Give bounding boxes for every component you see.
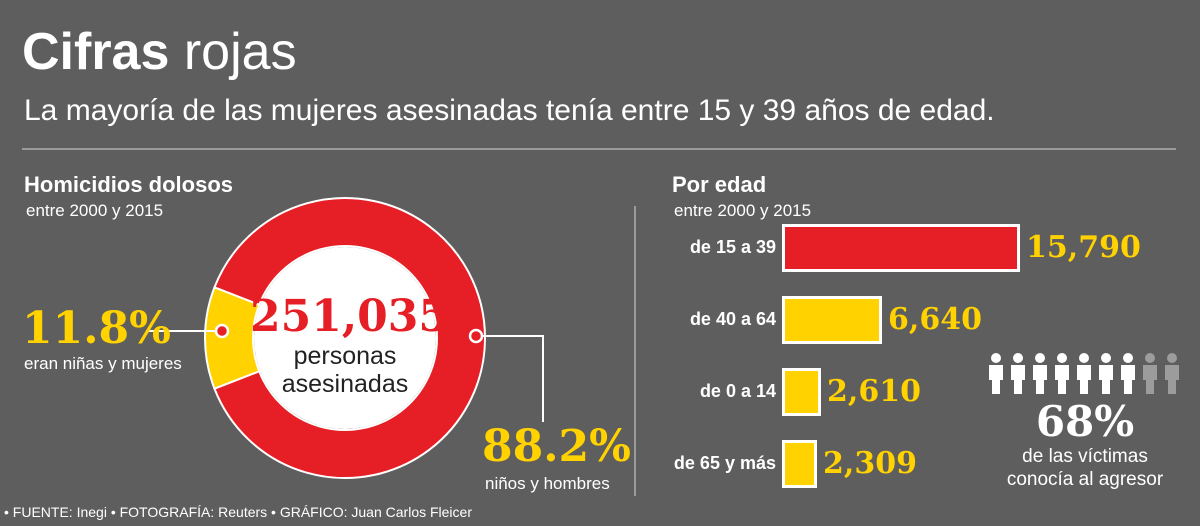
bar [782, 224, 1020, 272]
donut-total-label-2: asesinadas [281, 370, 409, 398]
bar-category-label: de 65 y más [673, 453, 776, 473]
men-leader-dot [468, 328, 484, 344]
donut-chart [148, 197, 544, 479]
person-icon [1011, 353, 1025, 394]
bar [782, 440, 817, 488]
people-icons [989, 353, 1179, 394]
person-icon [1121, 353, 1135, 394]
bar-value-label: 6,640 [888, 302, 982, 337]
donut-section-title: Homicidios dolosos [24, 172, 234, 197]
donut-total-label-1: personas [293, 342, 397, 370]
person-icon [1033, 353, 1047, 394]
donut-total: 251,035 [250, 291, 450, 342]
bar [782, 368, 821, 416]
donut-section-subtitle: entre 2000 y 2015 [26, 201, 164, 220]
person-icon [1055, 353, 1069, 394]
title-bold: Cifras [22, 23, 170, 81]
bar-category-label: de 15 a 39 [689, 237, 776, 257]
men-leader-line [476, 335, 544, 422]
donut-slices [204, 197, 486, 479]
people-percentage: 68% [1035, 397, 1135, 446]
person-icon [1099, 353, 1113, 394]
bar-value-label: 15,790 [1026, 230, 1141, 265]
bar-value-label: 2,309 [823, 446, 917, 481]
bars-section-subtitle: entre 2000 y 2015 [674, 201, 812, 220]
men-label: niños y hombres [485, 474, 610, 493]
person-icon [1143, 353, 1157, 394]
vertical-divider [634, 206, 636, 496]
women-leader-dot [214, 323, 230, 339]
donut-center [254, 247, 436, 429]
title-light: rojas [183, 23, 297, 81]
people-label-2: conocía al agresor [1006, 469, 1164, 490]
donut-slice-men [213, 197, 486, 479]
bar-category-label: de 0 a 14 [699, 381, 776, 401]
bar [782, 296, 882, 344]
bar-category-label: de 40 a 64 [689, 309, 776, 329]
people-label-1: de las víctimas [1022, 446, 1148, 467]
page-title: Cifras rojas [22, 22, 297, 82]
women-percentage: 11.8% [22, 303, 171, 354]
men-percentage: 88.2% [482, 421, 631, 472]
women-label: eran niñas y mujeres [24, 354, 182, 373]
person-icon [989, 353, 1003, 394]
bar-value-label: 2,610 [827, 374, 921, 409]
horizontal-divider [22, 148, 1176, 150]
bars-section-title: Por edad [672, 172, 767, 197]
footer-credits: • FUENTE: Inegi • FOTOGRAFÍA: Reuters • … [4, 504, 472, 520]
page-subtitle: La mayoría de las mujeres asesinadas ten… [24, 94, 995, 127]
person-icon [1077, 353, 1091, 394]
person-icon [1165, 353, 1179, 394]
